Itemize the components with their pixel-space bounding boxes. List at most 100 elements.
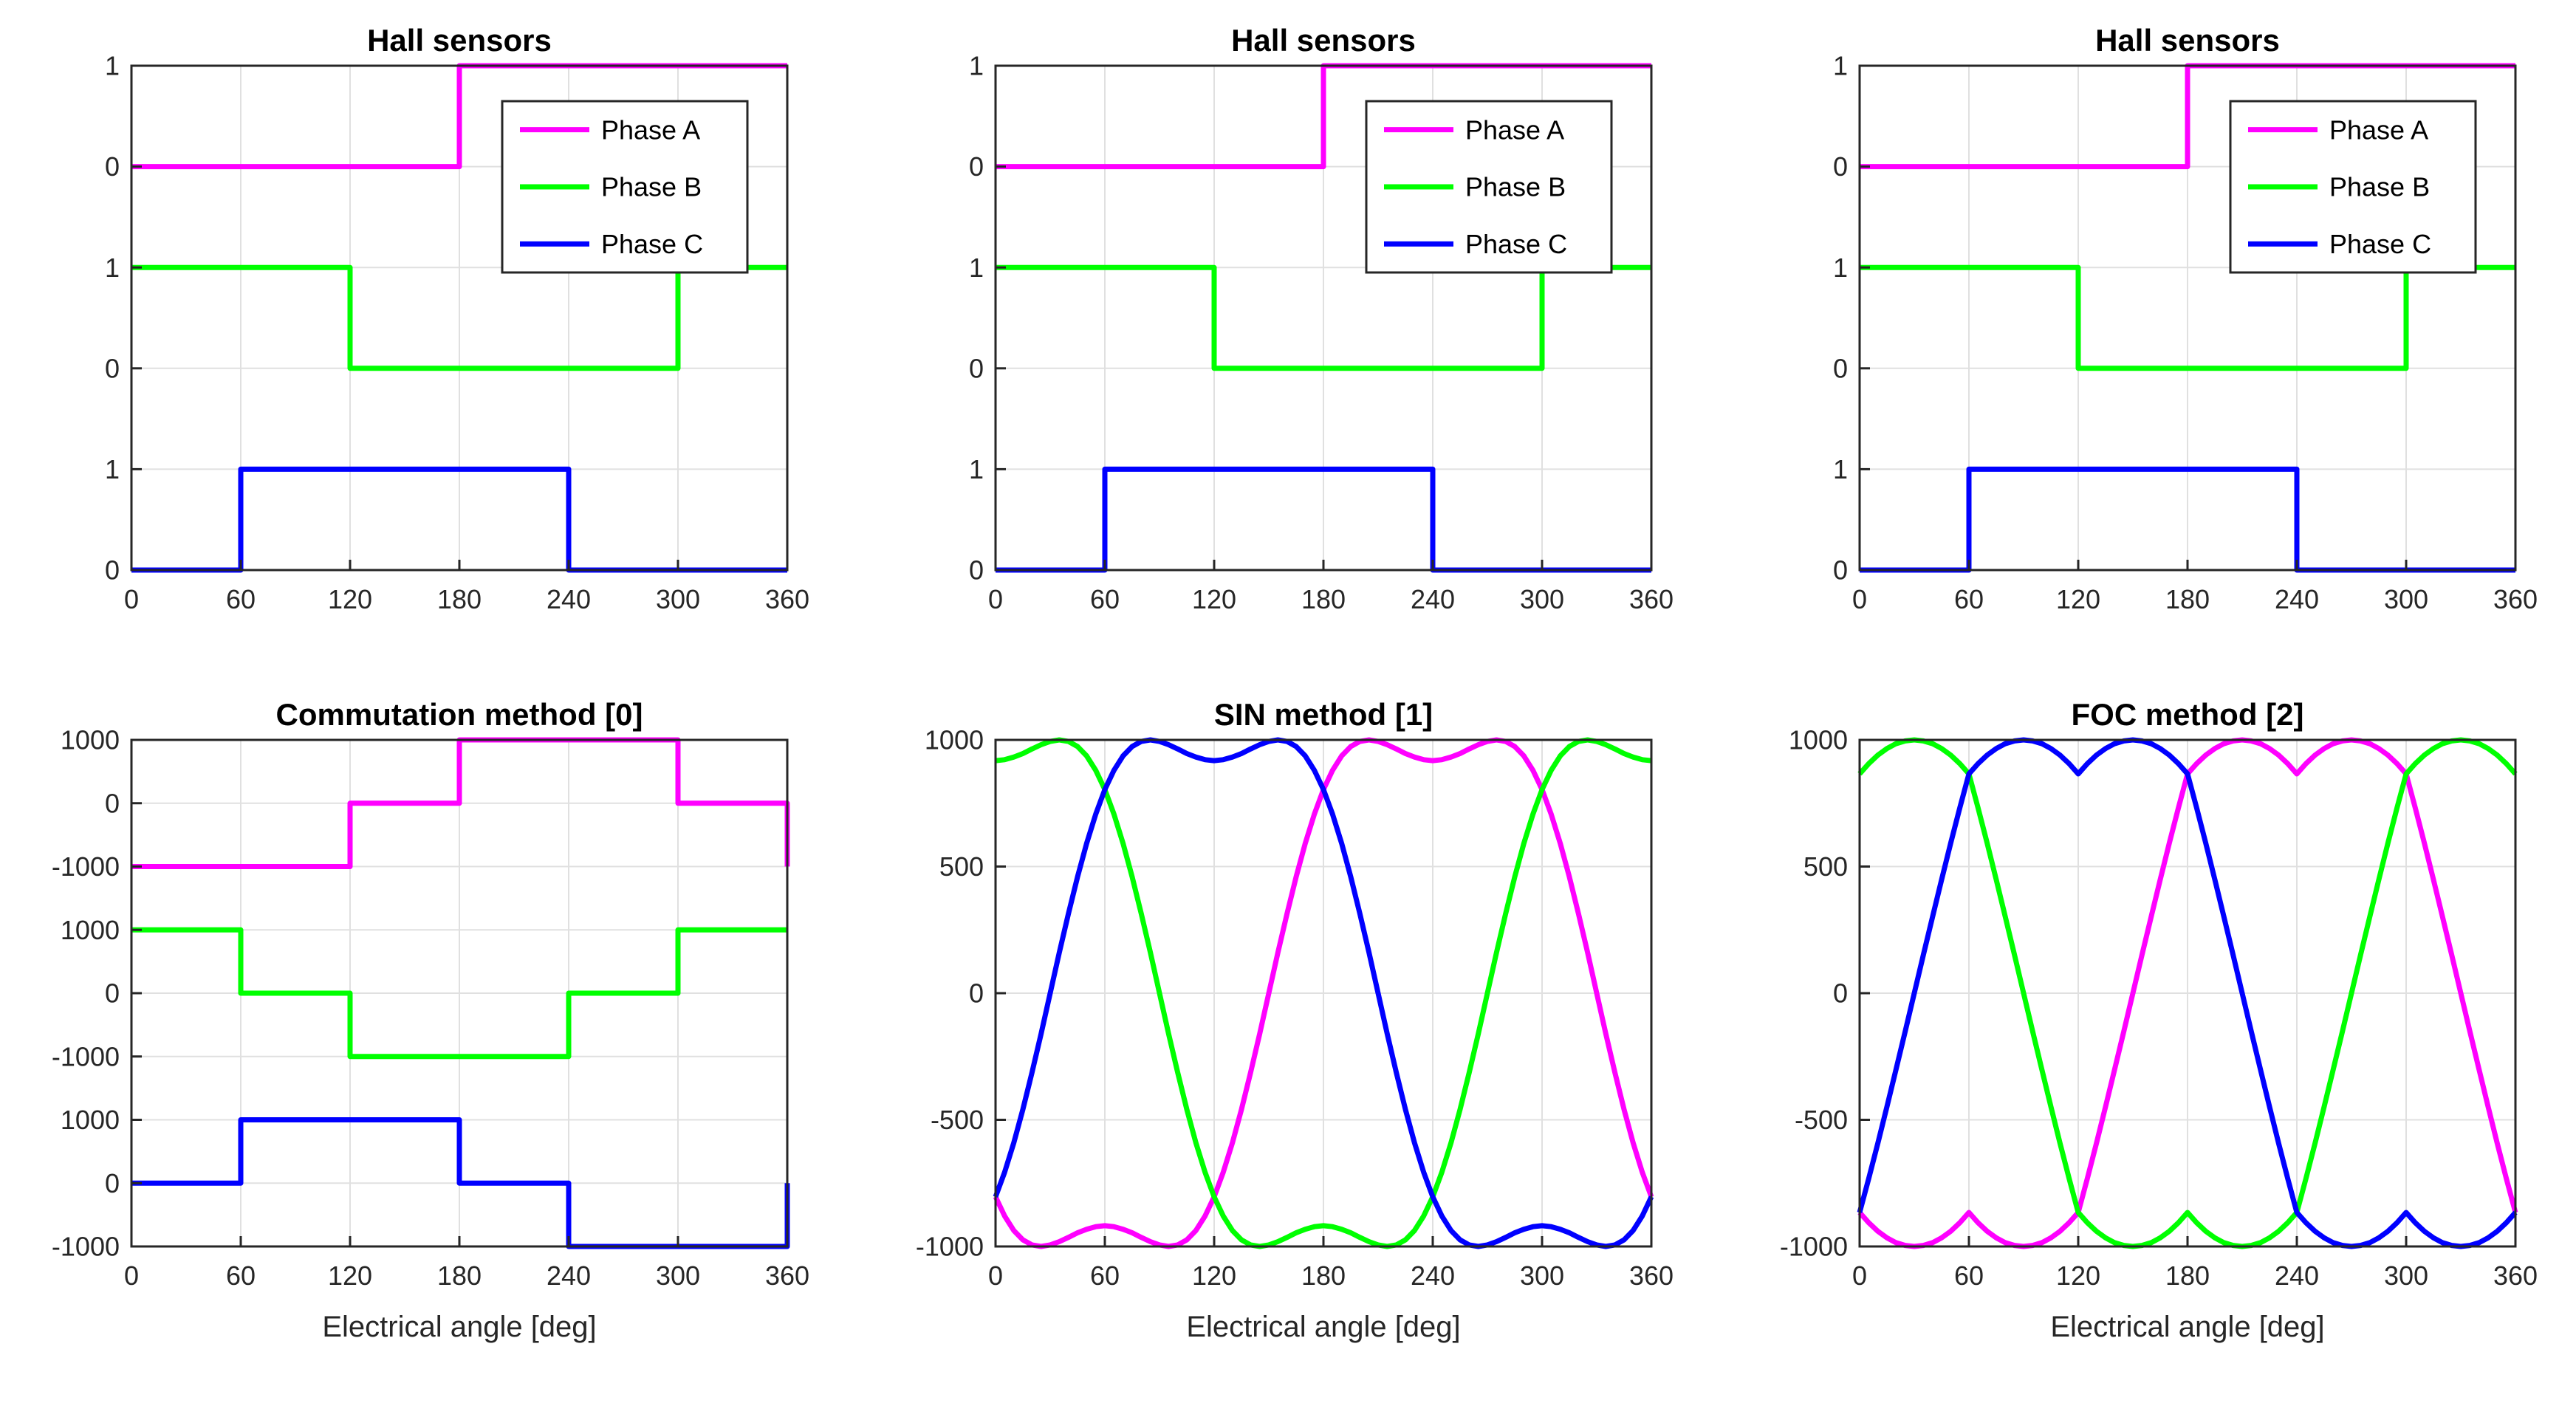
legend-entry-label: Phase A	[2329, 114, 2428, 145]
legend: Phase A Phase B Phase C	[2229, 100, 2477, 274]
x-tick-label: 180	[1301, 1260, 1346, 1291]
tick-labels: 0 60 120 180 240 300 360 0 1 0 1 0 1	[105, 51, 809, 614]
y-tick-label: 0	[105, 151, 120, 182]
tick-marks	[130, 738, 789, 1248]
x-axis-label: Electrical angle [deg]	[1186, 1311, 1460, 1343]
chart-title: Commutation method [0]	[276, 697, 643, 732]
x-tick-label: 240	[547, 584, 591, 614]
x-tick-label: 180	[437, 584, 482, 614]
tick-labels: 0 60 120 180 240 300 360 -1000 -500 0 500 1000	[916, 725, 1674, 1291]
y-tick-label: 1	[1833, 454, 1848, 484]
y-tick-label: 500	[939, 851, 984, 882]
x-tick-label: 0	[124, 584, 139, 614]
y-tick-label: 1	[105, 253, 120, 283]
y-tick-label: 0	[1833, 555, 1848, 586]
x-tick-label: 360	[2493, 584, 2538, 614]
x-tick-label: 180	[2165, 1260, 2210, 1291]
y-tick-label: 500	[1803, 851, 1848, 882]
y-tick-label: -1000	[1780, 1232, 1848, 1262]
x-tick-label: 120	[328, 1260, 372, 1291]
x-axis-label: Electrical angle [deg]	[2050, 1311, 2324, 1343]
x-tick-label: 360	[1629, 584, 1674, 614]
y-tick-label: 1	[105, 454, 120, 484]
series-group	[1857, 737, 2518, 1249]
x-tick-label: 360	[765, 584, 809, 614]
y-tick-label: 1000	[1789, 725, 1848, 755]
x-axis-label: Electrical angle [deg]	[322, 1311, 596, 1343]
legend-entry-label: Phase C	[2329, 229, 2431, 259]
chart-hall-sensors-3: 0 60 120 180 240 300 360 0 1 0 1 0 1 Hall sensors Phas…	[1833, 23, 2538, 614]
grid-lines	[1860, 740, 2515, 1246]
legend-entry-label: Phase B	[1465, 172, 1566, 202]
x-tick-label: 120	[1192, 1260, 1236, 1291]
series-group	[993, 737, 1654, 1249]
y-tick-label: 1	[1833, 51, 1848, 81]
x-tick-label: 60	[226, 584, 256, 614]
y-tick-label: 0	[105, 353, 120, 383]
x-tick-label: 60	[1954, 584, 1984, 614]
chart-sin-method: 0 60 120 180 240 300 360 -1000 -500 0 500 1000 SIN m…	[916, 697, 1674, 1343]
tick-labels: 0 60 120 180 240 300 360-100001000-100001000-1…	[52, 725, 809, 1291]
legend-entry-label: Phase C	[601, 229, 703, 259]
x-tick-label: 60	[226, 1260, 256, 1291]
grid-lines	[996, 740, 1651, 1246]
y-tick-label: 0	[969, 151, 984, 182]
x-tick-label: 180	[437, 1260, 482, 1291]
x-tick-label: 300	[656, 1260, 700, 1291]
tick-marks	[1858, 64, 2517, 572]
y-tick-label: 0	[1833, 978, 1848, 1009]
chart-hall-sensors-2: 0 60 120 180 240 300 360 0 1 0 1 0 1 Hall sensors Phas…	[969, 23, 1674, 614]
y-tick-label: -1000	[52, 1232, 120, 1262]
legend-entry-label: Phase B	[2329, 172, 2430, 202]
tick-marks	[1858, 738, 2517, 1248]
x-tick-label: 60	[1090, 584, 1120, 614]
y-tick-label: 1	[1833, 253, 1848, 283]
y-tick-label: 1	[969, 253, 984, 283]
chart-title: Hall sensors	[1231, 23, 1416, 58]
x-tick-label: 360	[2493, 1260, 2538, 1291]
chart-title: Hall sensors	[367, 23, 552, 58]
y-tick-label: 0	[1833, 151, 1848, 182]
tick-marks	[994, 64, 1653, 572]
y-tick-label: -1000	[916, 1232, 984, 1262]
x-tick-label: 0	[1852, 1260, 1867, 1291]
x-tick-label: 360	[1629, 1260, 1674, 1291]
chart-title: Hall sensors	[2095, 23, 2280, 58]
x-tick-label: 240	[2275, 1260, 2319, 1291]
y-tick-label: -500	[1795, 1105, 1848, 1135]
x-tick-label: 0	[1852, 584, 1867, 614]
x-tick-label: 120	[328, 584, 372, 614]
chart-foc-method: 0 60 120 180 240 300 360 -1000 -500 0 500 1000 FOC m…	[1780, 697, 2538, 1343]
x-tick-label: 240	[1411, 1260, 1455, 1291]
tick-marks	[994, 738, 1653, 1248]
x-tick-label: 60	[1954, 1260, 1984, 1291]
x-tick-label: 60	[1090, 1260, 1120, 1291]
y-tick-label: 0	[969, 978, 984, 1009]
y-tick-label: -1000	[52, 851, 120, 882]
y-tick-label: 1	[969, 454, 984, 484]
y-tick-label: 1000	[61, 915, 120, 945]
y-tick-label: 1000	[61, 725, 120, 755]
legend-entry-label: Phase C	[1465, 229, 1567, 259]
x-tick-label: 300	[2384, 1260, 2428, 1291]
x-tick-label: 240	[1411, 584, 1455, 614]
legend: Phase A Phase B Phase C	[1365, 100, 1613, 274]
y-tick-label: 1	[105, 51, 120, 81]
tick-labels: 0 60 120 180 240 300 360 0 1 0 1 0 1	[1833, 51, 2538, 614]
series-phase-b	[131, 927, 787, 1060]
y-tick-label: 0	[105, 1168, 120, 1198]
chart-title: SIN method [1]	[1214, 697, 1433, 732]
y-tick-label: 0	[969, 555, 984, 586]
x-tick-label: 300	[1520, 1260, 1564, 1291]
tick-labels: 0 60 120 180 240 300 360 -1000 -500 0 500 1000	[1780, 725, 2538, 1291]
x-tick-label: 360	[765, 1260, 809, 1291]
y-tick-label: 0	[105, 788, 120, 818]
series-phase-c	[1857, 737, 2518, 1249]
y-tick-label: 1000	[61, 1105, 120, 1135]
legend-entry-label: Phase A	[1465, 114, 1564, 145]
x-tick-label: 300	[2384, 584, 2428, 614]
chart-hall-sensors-1: 0 60 120 180 240 300 360 0 1 0 1 0 1 Hall sensors Phas…	[105, 23, 809, 614]
x-tick-label: 120	[2056, 584, 2100, 614]
